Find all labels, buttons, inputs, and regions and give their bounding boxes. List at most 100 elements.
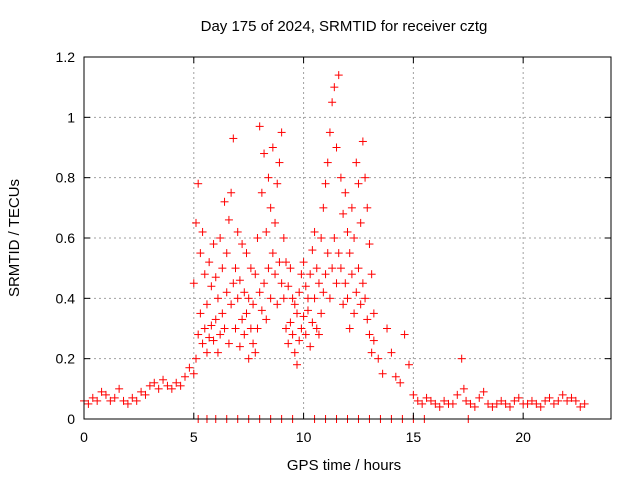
data-point — [277, 128, 286, 137]
data-point — [413, 396, 422, 405]
data-point — [277, 279, 286, 288]
data-point — [334, 249, 343, 258]
data-point — [457, 354, 466, 363]
grid — [84, 57, 611, 419]
data-point — [418, 399, 427, 408]
data-point — [352, 288, 361, 297]
data-point — [479, 387, 488, 396]
data-point — [365, 330, 374, 339]
data-point — [231, 324, 240, 333]
data-point — [119, 396, 128, 405]
data-point — [242, 309, 251, 318]
data-point — [292, 309, 301, 318]
data-point — [227, 300, 236, 309]
data-point — [284, 339, 293, 348]
data-point — [220, 324, 229, 333]
data-point — [273, 300, 282, 309]
data-point — [205, 333, 214, 342]
data-point — [332, 279, 341, 288]
data-point — [253, 324, 262, 333]
data-point — [97, 387, 106, 396]
data-point — [286, 318, 295, 327]
data-point — [238, 315, 247, 324]
data-point — [288, 330, 297, 339]
data-point — [453, 390, 462, 399]
data-point — [235, 342, 244, 351]
data-point — [554, 396, 563, 405]
data-point — [470, 402, 479, 411]
data-point — [396, 378, 405, 387]
data-point — [532, 399, 541, 408]
data-point — [262, 227, 271, 236]
data-point — [141, 390, 150, 399]
data-point — [299, 258, 308, 267]
data-point — [240, 288, 249, 297]
data-point — [224, 339, 233, 348]
data-point — [356, 218, 365, 227]
data-point — [369, 309, 378, 318]
data-point — [264, 173, 273, 182]
data-point — [334, 71, 343, 80]
data-point — [198, 227, 207, 236]
data-point — [163, 381, 172, 390]
data-point — [299, 312, 308, 321]
data-point — [312, 324, 321, 333]
data-point — [209, 240, 218, 249]
data-point — [284, 282, 293, 291]
data-point — [545, 393, 554, 402]
data-point — [238, 240, 247, 249]
data-point — [207, 321, 216, 330]
data-point — [339, 300, 348, 309]
data-point — [227, 188, 236, 197]
data-point — [172, 378, 181, 387]
plot-frame — [83, 56, 612, 420]
data-point — [288, 294, 297, 303]
data-point — [207, 282, 216, 291]
data-point — [191, 354, 200, 363]
data-point — [286, 264, 295, 273]
data-point — [343, 227, 352, 236]
data-point — [576, 402, 585, 411]
data-point — [350, 309, 359, 318]
data-point — [303, 306, 312, 315]
data-point — [198, 339, 207, 348]
data-point — [323, 158, 332, 167]
data-point — [264, 264, 273, 273]
data-point — [257, 306, 266, 315]
data-point — [321, 179, 330, 188]
data-point — [205, 258, 214, 267]
data-point — [409, 390, 418, 399]
data-point — [253, 234, 262, 242]
data-point — [290, 300, 299, 309]
data-point — [422, 393, 431, 402]
data-point — [310, 294, 319, 303]
data-point — [426, 396, 435, 405]
data-point — [255, 122, 264, 131]
axis-ticks: 0 0.2 0.4 0.6 0.8 1 1.2 0 5 10 15 20 — [56, 49, 611, 445]
data-point — [218, 309, 227, 318]
x-tick-label: 5 — [190, 429, 198, 445]
data-point — [558, 390, 567, 399]
x-tick-label: 15 — [406, 429, 422, 445]
data-point — [240, 330, 249, 339]
data-point — [314, 279, 323, 288]
data-point — [308, 318, 317, 327]
data-point — [306, 270, 315, 279]
data-point — [292, 360, 301, 369]
data-point — [268, 249, 277, 258]
data-point — [339, 209, 348, 218]
x-tick-label: 10 — [296, 429, 312, 445]
data-point — [580, 399, 589, 408]
data-point — [328, 98, 337, 107]
data-point — [475, 393, 484, 402]
data-point — [128, 393, 137, 402]
data-point — [306, 342, 315, 351]
data-point — [440, 396, 449, 405]
data-point — [101, 390, 110, 399]
data-point — [255, 288, 264, 297]
data-point — [321, 270, 330, 279]
data-point — [567, 393, 576, 402]
data-point — [314, 330, 323, 339]
data-point — [312, 264, 321, 273]
data-point — [189, 279, 198, 288]
